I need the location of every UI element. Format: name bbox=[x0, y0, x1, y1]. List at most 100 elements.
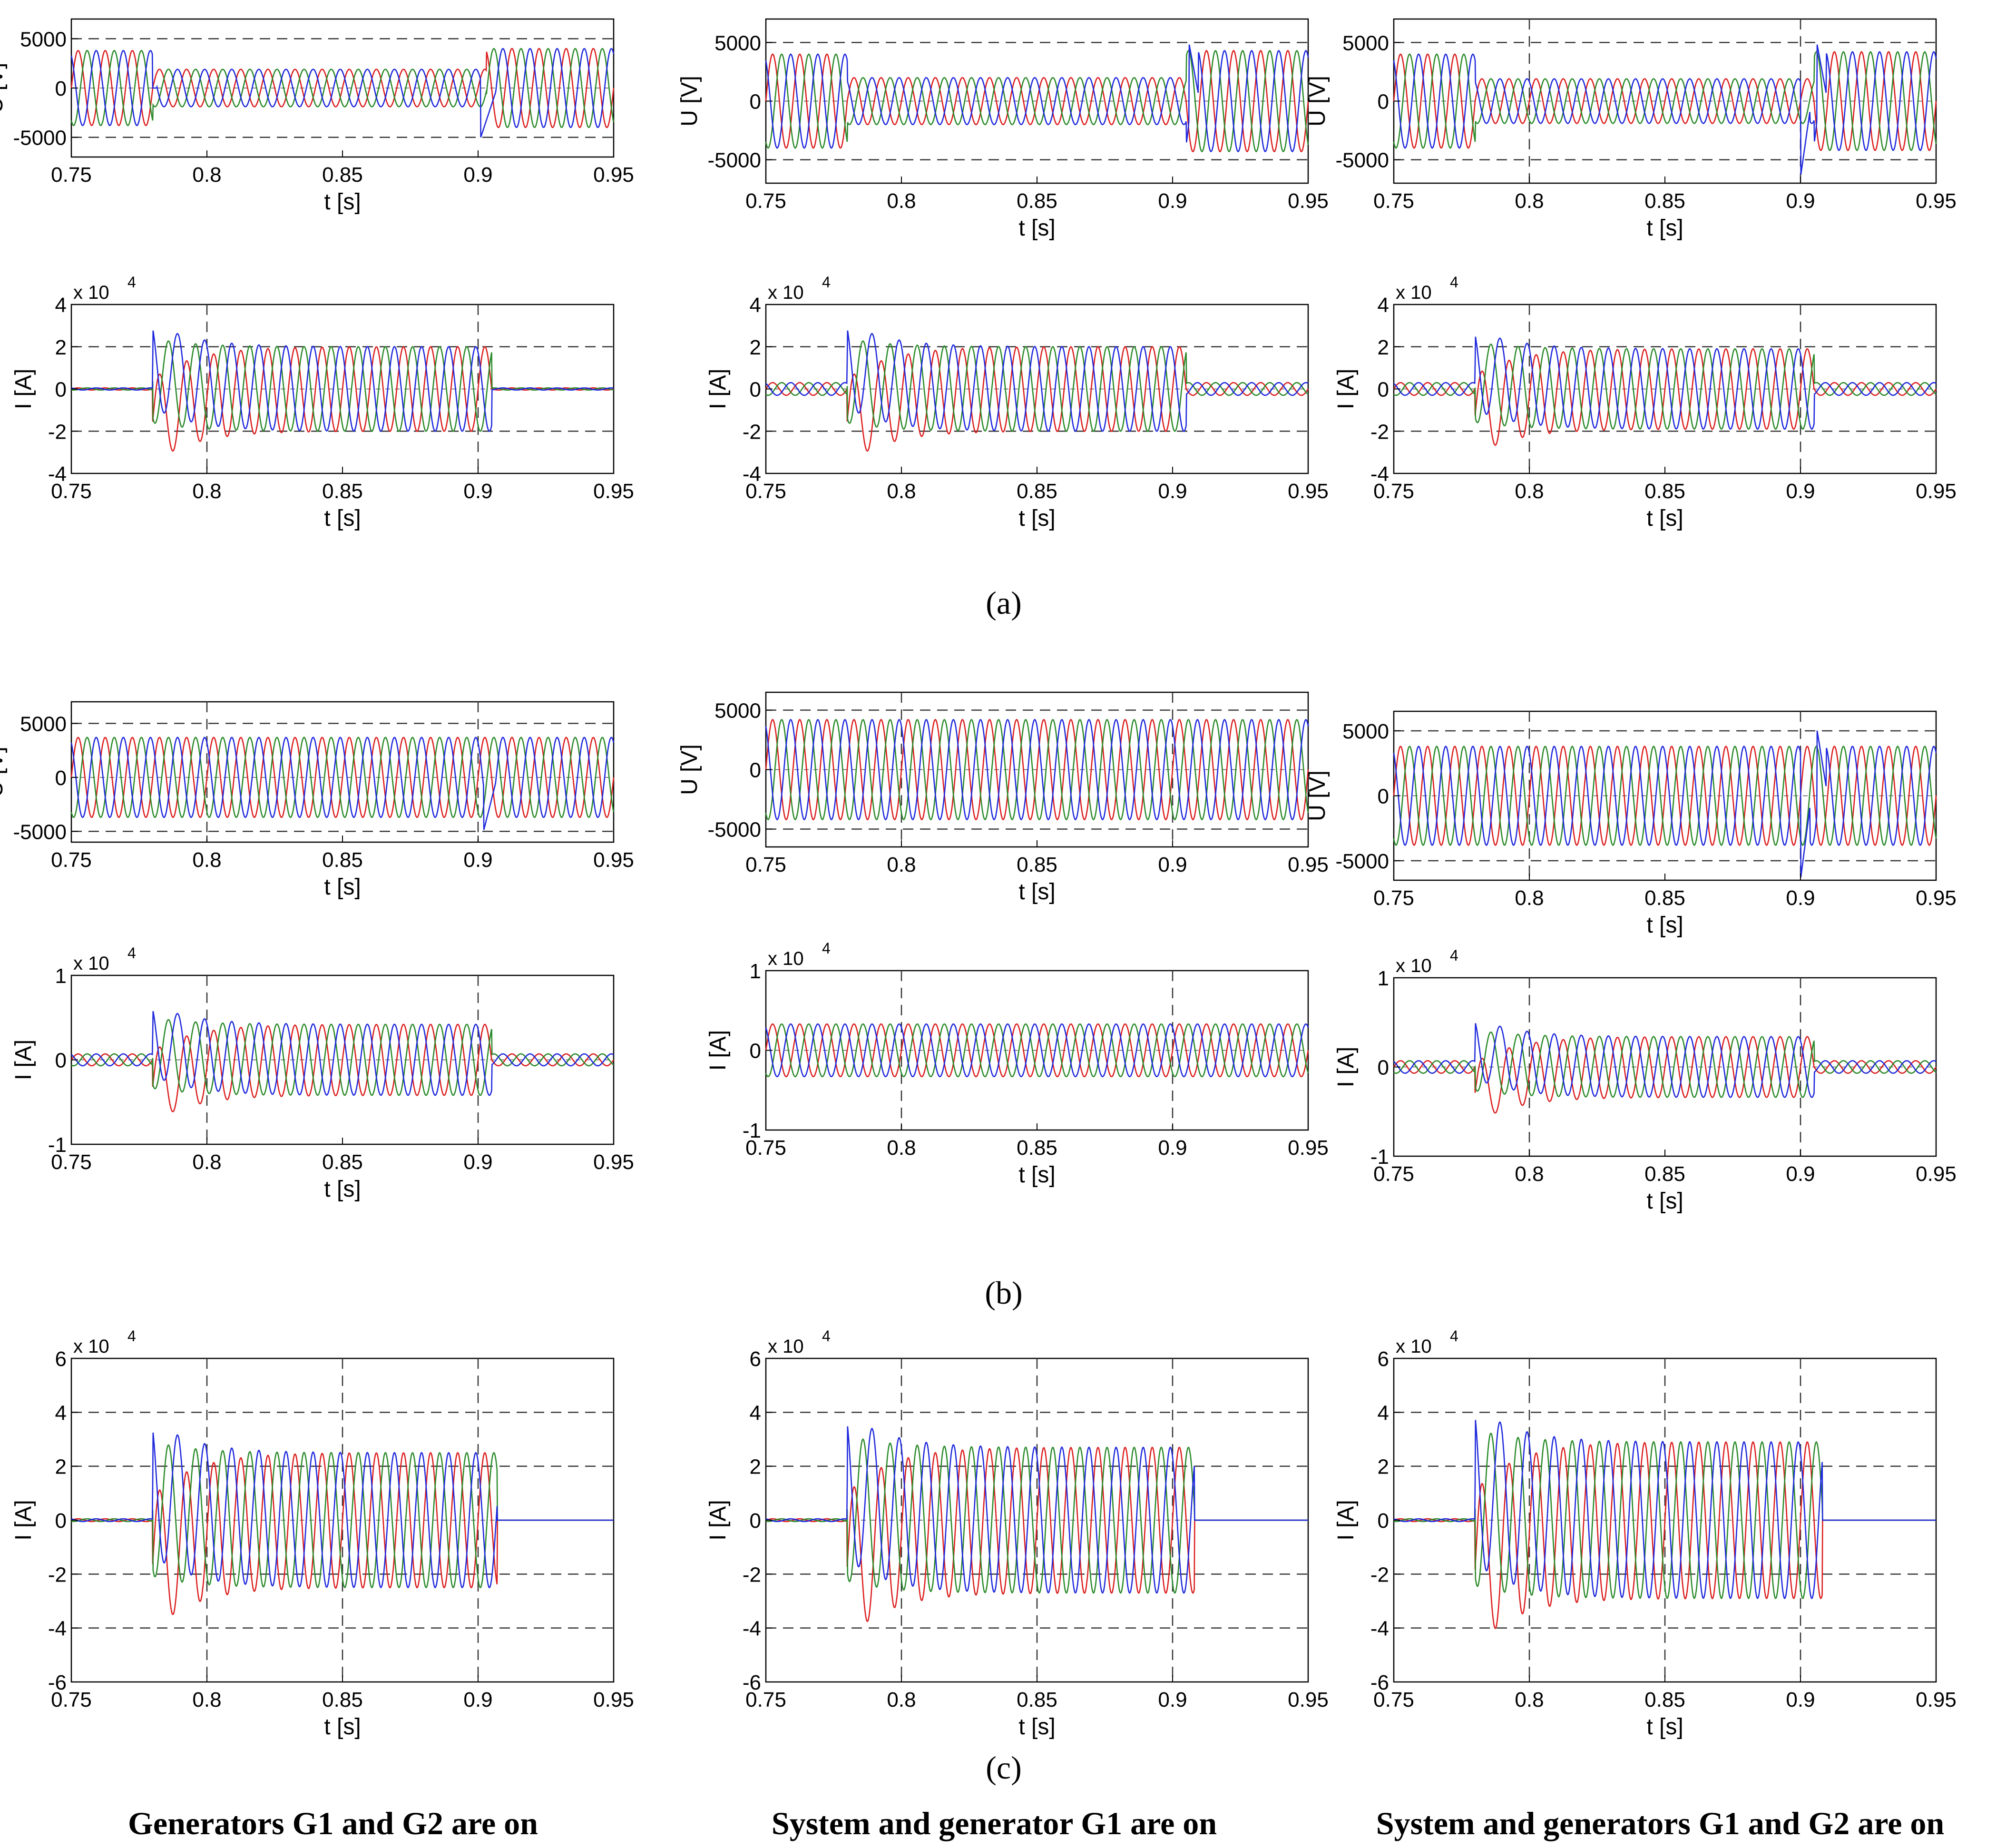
y-tick-label: 1 bbox=[1378, 967, 1389, 990]
x-tick-label: 0.75 bbox=[745, 189, 786, 213]
scale-label: x 10 bbox=[1396, 1336, 1432, 1357]
y-tick-label: 2 bbox=[750, 336, 761, 359]
series-phase-a bbox=[70, 48, 615, 128]
x-axis-label: t [s] bbox=[1018, 1714, 1055, 1740]
x-tick-label: 0.8 bbox=[1515, 1688, 1544, 1711]
chart-a3-u: 0.75 0.8 0.85 0.9 0.95 5000 0 -5000 t [s] U [V] bbox=[1305, 18, 1957, 241]
x-axis-label: t [s] bbox=[324, 1177, 361, 1202]
scale-label: x 10 bbox=[768, 948, 804, 969]
x-tick-label: 0.75 bbox=[51, 1150, 92, 1174]
y-tick-label: -5000 bbox=[1335, 149, 1389, 172]
y-tick-label: 0 bbox=[55, 378, 67, 402]
y-tick-label: 4 bbox=[1378, 294, 1389, 317]
y-tick-label: 5000 bbox=[20, 712, 67, 736]
x-tick-label: 0.85 bbox=[322, 848, 363, 872]
x-tick-label: 0.8 bbox=[192, 1150, 221, 1174]
x-tick-label: 0.9 bbox=[1158, 1688, 1187, 1711]
y-tick-label: -1 bbox=[1370, 1145, 1389, 1169]
scale-label: x 10 bbox=[73, 282, 109, 303]
column-title-2: System and generator G1 are on bbox=[772, 1805, 1217, 1841]
x-tick-label: 0.8 bbox=[192, 848, 221, 872]
x-tick-label: 0.95 bbox=[593, 163, 634, 187]
y-tick-label: -5000 bbox=[707, 818, 761, 842]
x-tick-label: 0.9 bbox=[1158, 189, 1187, 213]
x-tick-label: 0.75 bbox=[1373, 886, 1414, 910]
x-tick-label: 0.85 bbox=[322, 163, 363, 187]
y-axis-label: I [A] bbox=[705, 369, 731, 409]
series-phase-b bbox=[1393, 51, 1937, 151]
x-tick-label: 0.95 bbox=[1288, 1136, 1329, 1160]
x-axis-label: t [s] bbox=[1646, 913, 1683, 938]
y-tick-label: 5000 bbox=[714, 699, 761, 723]
x-tick-label: 0.9 bbox=[1786, 480, 1815, 503]
x-tick-label: 0.8 bbox=[1515, 1162, 1544, 1186]
y-tick-label: -4 bbox=[48, 462, 67, 486]
series-phase-b bbox=[70, 737, 615, 818]
series-phase-c bbox=[1393, 44, 1937, 175]
series-phase-b bbox=[1393, 343, 1937, 430]
series-phase-c bbox=[71, 330, 614, 432]
y-axis-label: U [V] bbox=[1305, 770, 1330, 821]
y-tick-label: -2 bbox=[1370, 420, 1389, 443]
series-phase-b bbox=[71, 340, 614, 432]
y-tick-label: 5000 bbox=[714, 31, 761, 55]
y-tick-label: -6 bbox=[1370, 1671, 1389, 1694]
chart-c3-i: 0.75 0.8 0.85 0.9 0.95 6 4 2 0 -2 -4 -6 t [s] I [A] x … bbox=[1333, 1327, 1957, 1740]
y-tick-label: 0 bbox=[750, 1509, 761, 1533]
series-phase-c bbox=[1393, 336, 1937, 430]
x-tick-label: 0.75 bbox=[51, 163, 92, 187]
series-phase-b bbox=[765, 340, 1309, 432]
y-tick-label: 5000 bbox=[1342, 720, 1389, 743]
y-tick-label: -1 bbox=[743, 1119, 761, 1142]
series-phase-a bbox=[1393, 746, 1937, 846]
y-axis-label: I [A] bbox=[705, 1500, 731, 1540]
x-axis-label: t [s] bbox=[1018, 879, 1055, 904]
y-axis-label: I [A] bbox=[1333, 369, 1359, 409]
y-tick-label: -1 bbox=[48, 1133, 67, 1157]
scale-label: x 10 bbox=[73, 953, 109, 974]
x-tick-label: 0.85 bbox=[1017, 1136, 1057, 1160]
y-tick-label: 6 bbox=[55, 1347, 67, 1371]
y-tick-label: -4 bbox=[743, 462, 761, 486]
series-phase-c bbox=[1393, 730, 1937, 877]
series-phase-b bbox=[1393, 746, 1937, 846]
y-tick-label: -2 bbox=[743, 1563, 761, 1586]
x-axis-label: t [s] bbox=[1018, 506, 1055, 531]
scale-label: x 10 bbox=[1396, 955, 1432, 976]
x-axis-label: t [s] bbox=[324, 875, 361, 900]
x-tick-label: 0.8 bbox=[192, 1688, 221, 1711]
chart-a1-u: 0.75 0.8 0.85 0.9 0.95 5000 0 -5000 t [s] U [V] bbox=[0, 18, 634, 215]
series-phase-b bbox=[71, 1019, 614, 1096]
y-tick-label: -2 bbox=[48, 420, 67, 443]
series-phase-c bbox=[70, 48, 615, 138]
y-tick-label: -4 bbox=[48, 1617, 67, 1641]
x-tick-label: 0.85 bbox=[1644, 480, 1685, 503]
y-axis-label: U [V] bbox=[677, 76, 702, 127]
scale-exponent: 4 bbox=[822, 1327, 831, 1345]
x-tick-label: 0.75 bbox=[1373, 1162, 1414, 1186]
x-tick-label: 0.85 bbox=[1017, 853, 1057, 876]
scale-exponent: 4 bbox=[127, 944, 136, 962]
y-tick-label: 0 bbox=[750, 378, 761, 402]
y-axis-label: I [A] bbox=[1333, 1047, 1359, 1087]
y-axis-label: I [A] bbox=[11, 369, 36, 409]
series-phase-c bbox=[765, 330, 1309, 432]
y-axis-label: U [V] bbox=[677, 744, 702, 795]
y-tick-label: 4 bbox=[1378, 1401, 1389, 1425]
x-tick-label: 0.95 bbox=[593, 480, 634, 503]
column-title-3: System and generators G1 and G2 are on bbox=[1376, 1805, 1944, 1841]
scale-exponent: 4 bbox=[127, 274, 136, 291]
chart-b2-i: 0.75 0.8 0.85 0.9 0.95 1 0 -1 t [s] I [A] x 10 4 bbox=[705, 940, 1329, 1188]
y-tick-label: 0 bbox=[750, 90, 761, 114]
x-tick-label: 0.9 bbox=[463, 1688, 492, 1711]
chart-b1-i: 0.75 0.8 0.85 0.9 0.95 1 0 -1 t [s] I [A] x 10 4 bbox=[11, 944, 634, 1202]
chart-a2-i: 0.75 0.8 0.85 0.9 0.95 4 2 0 -2 -4 t [s] I [A] x 10 4 bbox=[705, 274, 1329, 531]
chart-b3-i: 0.75 0.8 0.85 0.9 0.95 1 0 -1 t [s] I [A] x 10 4 bbox=[1333, 947, 1957, 1214]
x-tick-label: 0.8 bbox=[192, 163, 221, 187]
x-tick-label: 0.85 bbox=[322, 1150, 363, 1174]
x-tick-label: 0.8 bbox=[887, 189, 916, 213]
series-phase-a bbox=[70, 737, 615, 818]
x-tick-label: 0.8 bbox=[887, 1136, 916, 1160]
x-tick-label: 0.8 bbox=[1515, 189, 1544, 213]
x-tick-label: 0.8 bbox=[887, 853, 916, 876]
